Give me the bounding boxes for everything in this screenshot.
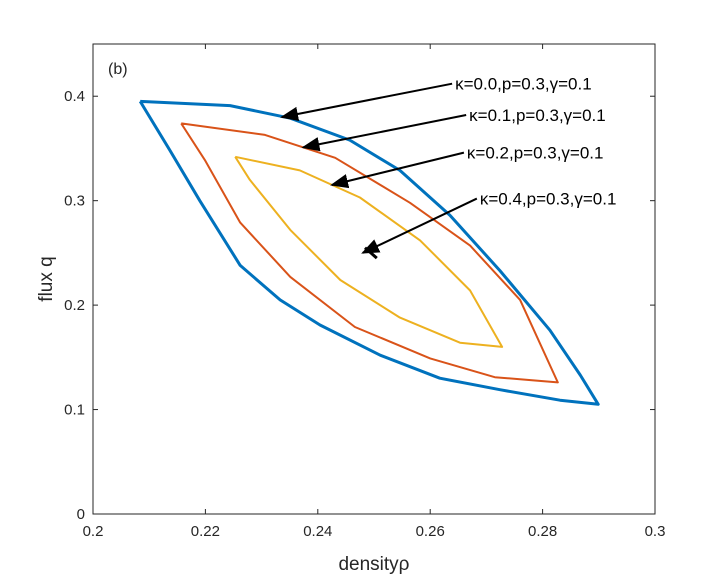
annotation-arrow-3 — [361, 197, 478, 254]
y-tick-label: 0 — [77, 506, 85, 523]
y-tick-label: 0.4 — [64, 88, 85, 105]
annotation-arrow-0 — [280, 82, 453, 122]
x-tick-label: 0.28 — [528, 523, 557, 540]
y-axis-label: flux q — [36, 256, 57, 301]
x-tick-label: 0.2 — [83, 523, 104, 540]
x-axis-label: densityρ — [338, 554, 409, 575]
annotation-label-3: κ=0.4,p=0.3,γ=0.1 — [480, 190, 617, 209]
plot-area — [93, 44, 655, 514]
annotation-arrow-2 — [330, 151, 465, 189]
x-tick-label: 0.22 — [191, 523, 220, 540]
x-tick-label: 0.24 — [303, 523, 332, 540]
y-tick-label: 0.1 — [64, 402, 85, 419]
panel-label: (b) — [108, 61, 128, 78]
annotation-label-1: κ=0.1,p=0.3,γ=0.1 — [469, 106, 606, 125]
annotation-arrow-1 — [301, 114, 467, 152]
y-tick-label: 0.3 — [64, 193, 85, 210]
series-line-2 — [234, 155, 504, 348]
x-tick-label: 0.3 — [645, 523, 666, 540]
annotation-label-2: κ=0.2,p=0.3,γ=0.1 — [467, 144, 604, 163]
series-line-0 — [138, 99, 600, 406]
y-tick-label: 0.2 — [64, 297, 85, 314]
axes-box — [92, 43, 656, 515]
x-tick-label: 0.26 — [416, 523, 445, 540]
annotation-label-0: κ=0.0,p=0.3,γ=0.1 — [455, 75, 592, 94]
series-line-1 — [180, 122, 559, 384]
